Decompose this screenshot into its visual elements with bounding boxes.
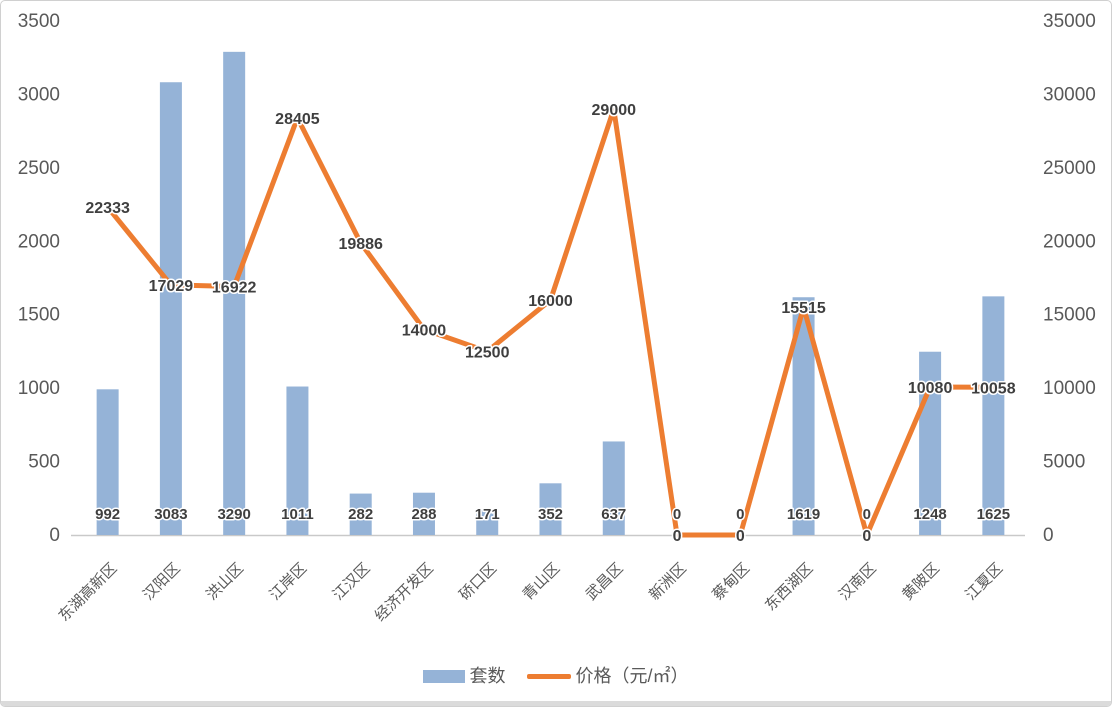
- x-axis-label: 蔡甸区: [709, 560, 753, 604]
- bar-value-label: 352: [538, 506, 563, 523]
- bar[interactable]: [476, 509, 499, 535]
- right-axis-tick: 10000: [1043, 378, 1096, 399]
- line-value-label: 29000: [592, 102, 637, 119]
- line-value-label: 0: [673, 528, 682, 545]
- bar-value-label: 0: [863, 506, 871, 523]
- line-value-label: 22333: [85, 200, 130, 217]
- x-axis-label: 江夏区: [962, 560, 1006, 604]
- line-value-label: 16000: [528, 293, 573, 310]
- bar-value-label: 3290: [217, 506, 250, 523]
- left-axis-tick: 3500: [18, 11, 60, 32]
- bar-value-label: 1011: [281, 506, 314, 523]
- left-axis-tick: 1000: [18, 378, 60, 399]
- right-axis-tick: 20000: [1043, 231, 1096, 252]
- line-value-label: 0: [862, 528, 871, 545]
- right-axis-tick: 25000: [1043, 158, 1096, 179]
- x-axis-label: 洪山区: [203, 560, 247, 604]
- legend-item-price[interactable]: 价格（元/㎡）: [527, 666, 689, 686]
- left-axis-tick: 500: [28, 452, 60, 473]
- bar-value-label: 171: [475, 506, 500, 523]
- line-value-label: 0: [736, 528, 745, 545]
- bar-value-label: 0: [736, 506, 744, 523]
- right-axis-tick: 35000: [1043, 11, 1096, 32]
- bar-value-label: 0: [673, 506, 681, 523]
- line-value-label: 17029: [149, 278, 194, 295]
- left-axis-tick: 3000: [18, 84, 60, 105]
- line-value-label: 28405: [275, 111, 320, 128]
- bar[interactable]: [223, 51, 246, 536]
- bar-value-label: 1625: [977, 506, 1010, 523]
- bar[interactable]: [349, 493, 372, 535]
- line-value-label: 10080: [908, 380, 953, 397]
- right-axis-tick: 0: [1043, 525, 1054, 546]
- bar-value-label: 288: [411, 506, 436, 523]
- line-series-swatch: [527, 673, 572, 679]
- left-axis-tick: 2000: [18, 231, 60, 252]
- right-axis-tick: 30000: [1043, 84, 1096, 105]
- left-axis-tick: 2500: [18, 158, 60, 179]
- bar[interactable]: [96, 389, 119, 535]
- right-axis-tick: 15000: [1043, 305, 1096, 326]
- x-axis-label: 武昌区: [583, 560, 627, 604]
- x-axis-label: 汉阳区: [140, 560, 184, 604]
- legend-label-price: 价格（元/㎡）: [575, 666, 689, 686]
- line-value-label: 16922: [212, 279, 257, 296]
- bar[interactable]: [159, 82, 182, 535]
- line-value-label: 15515: [781, 300, 826, 317]
- bar[interactable]: [792, 297, 815, 535]
- left-axis-tick: 1500: [18, 305, 60, 326]
- x-axis-label: 硚口区: [456, 560, 500, 604]
- chart-legend: 套数 价格（元/㎡）: [1, 659, 1111, 693]
- bar-value-label: 637: [601, 506, 626, 523]
- line-value-label: 12500: [465, 344, 510, 361]
- frame-shadow: [1, 701, 1111, 706]
- bar[interactable]: [602, 441, 625, 535]
- right-axis-tick: 5000: [1043, 452, 1085, 473]
- x-axis-label: 东西湖区: [762, 560, 816, 614]
- left-axis-tick: 0: [49, 525, 60, 546]
- legend-label-units: 套数: [469, 666, 506, 686]
- bar-value-label: 992: [95, 506, 120, 523]
- price-line[interactable]: [105, 106, 996, 538]
- line-value-label: 10058: [971, 380, 1016, 397]
- x-axis-label: 经济开发区: [372, 560, 437, 625]
- x-axis-label: 青山区: [519, 560, 563, 604]
- x-axis-label: 新洲区: [646, 560, 690, 604]
- bar-value-label: 1248: [913, 506, 946, 523]
- bar[interactable]: [412, 492, 435, 535]
- x-axis-label: 汉南区: [836, 560, 880, 604]
- x-axis-label: 江汉区: [330, 560, 374, 604]
- x-axis-label: 东湖高新区: [55, 560, 120, 625]
- bar-value-label: 1619: [787, 506, 820, 523]
- bar[interactable]: [286, 386, 309, 535]
- x-axis-label: 黄陂区: [899, 560, 943, 604]
- bar-value-label: 3083: [154, 506, 187, 523]
- bar-series-swatch: [423, 669, 466, 683]
- line-value-label: 14000: [402, 322, 447, 339]
- bar[interactable]: [539, 483, 562, 535]
- legend-item-units[interactable]: 套数: [423, 667, 505, 685]
- bar-value-label: 282: [348, 506, 373, 523]
- x-axis-label: 江岸区: [266, 560, 310, 604]
- bar[interactable]: [982, 296, 1005, 535]
- line-value-label: 19886: [338, 236, 383, 253]
